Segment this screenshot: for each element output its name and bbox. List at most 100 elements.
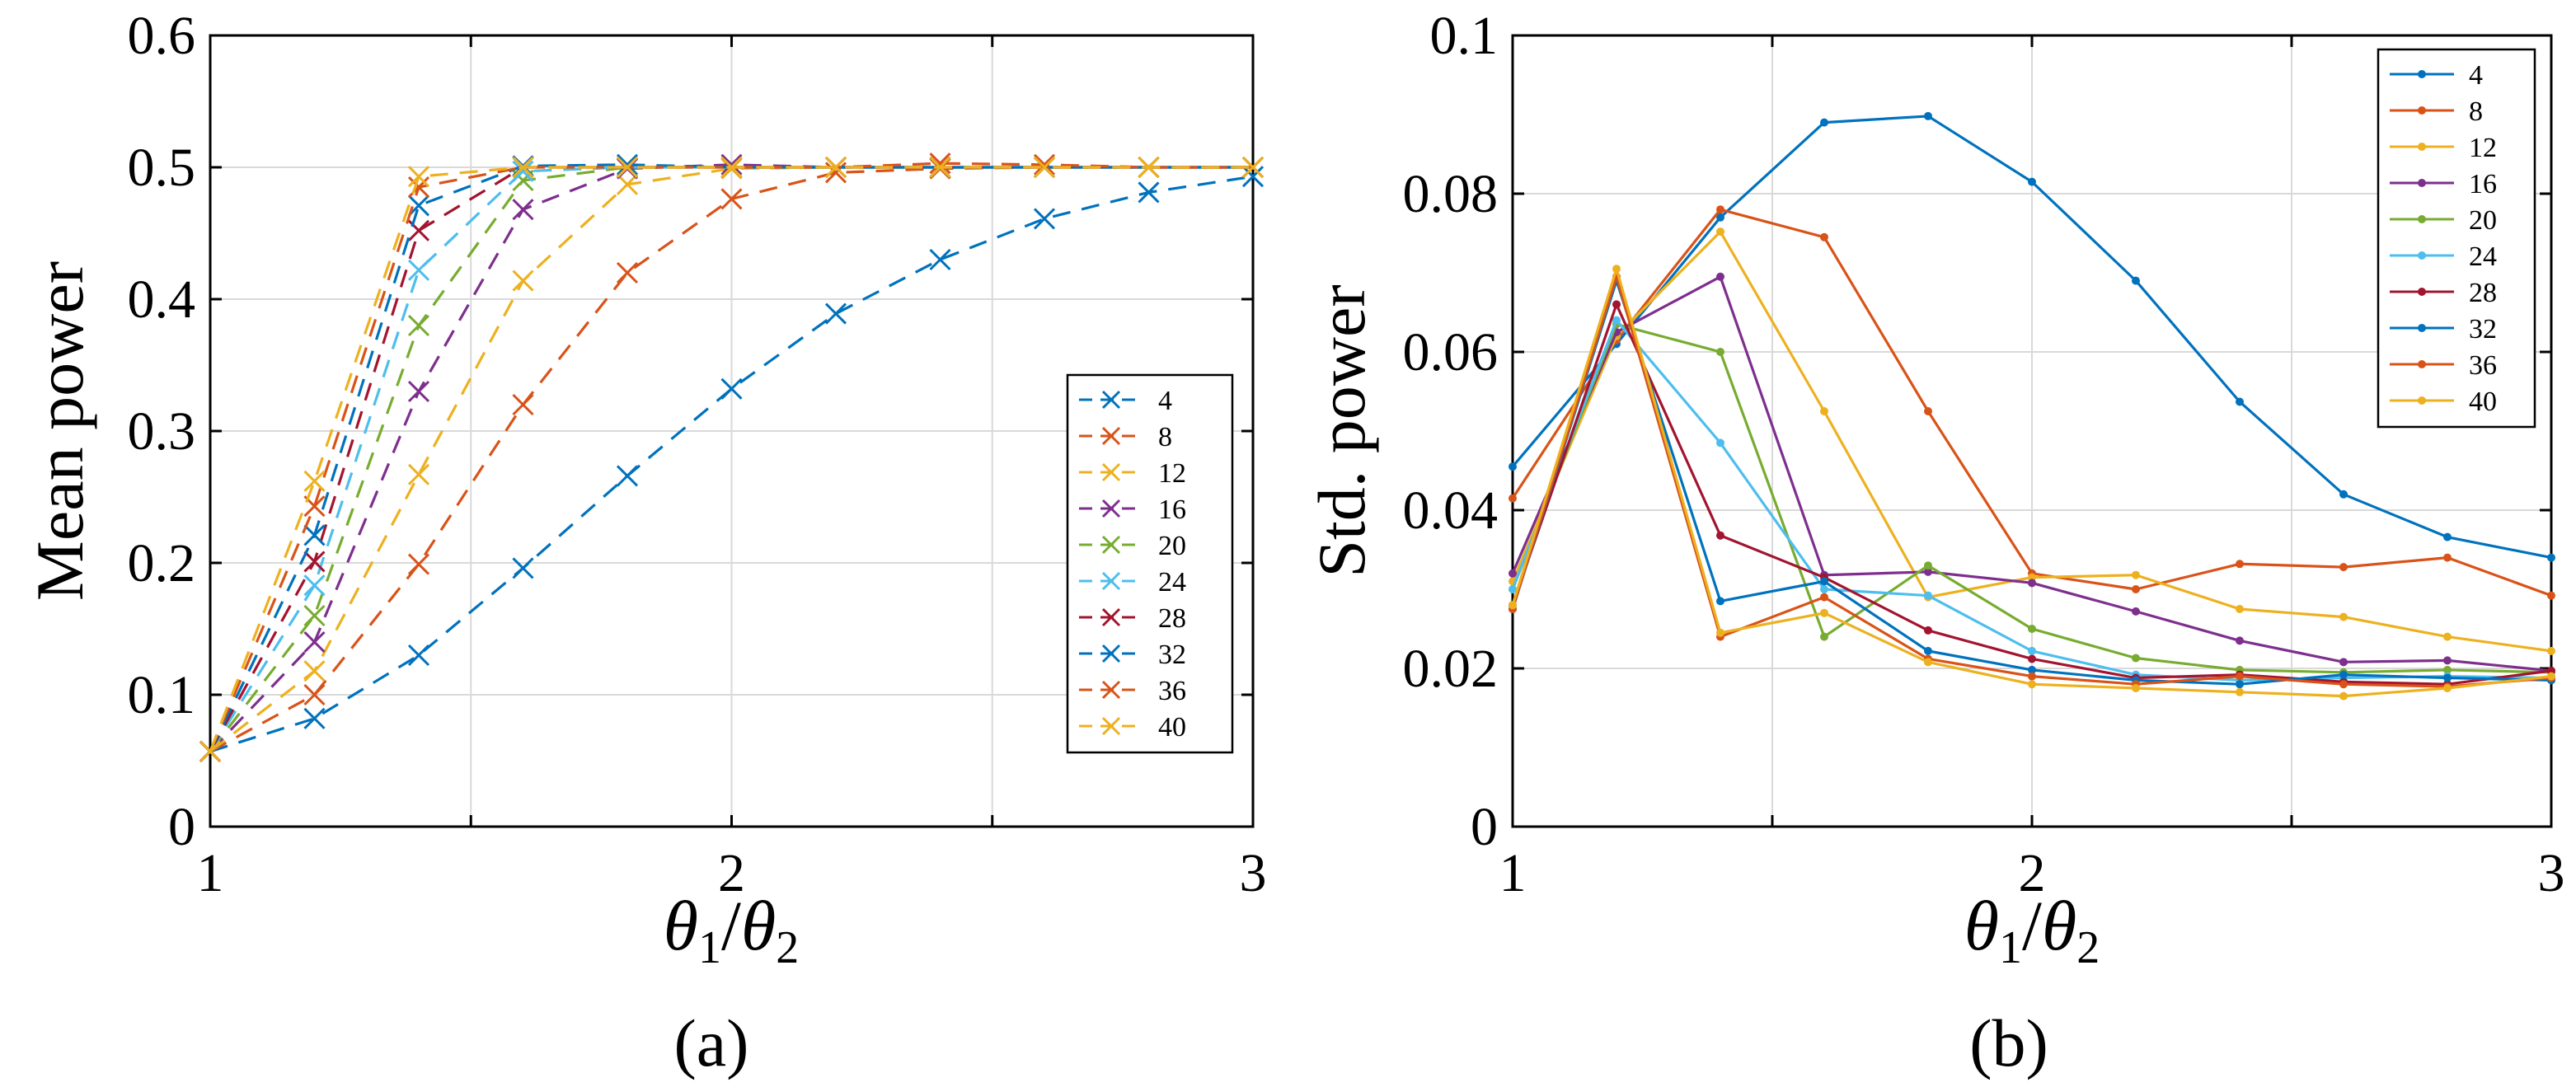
panel-b-xtick-label: 2	[2019, 843, 2046, 903]
panel-b-legend-entry: 8	[2390, 96, 2483, 127]
panel-b-data-point	[2339, 563, 2348, 572]
panel-b-legend: 4 8 12 16 20 24 28 32 36 40	[2377, 48, 2536, 429]
panel-b-data-point	[1612, 316, 1621, 325]
panel-b-data-point	[2236, 672, 2244, 681]
panel-b-data-point	[2132, 684, 2140, 692]
panel-b-data-point	[1820, 232, 1828, 241]
panel-a-legend-entry: 8	[1079, 422, 1172, 452]
panel-a-legend-marker	[1101, 499, 1121, 518]
panel-a-data-point	[407, 553, 430, 575]
panel-b-legend-marker	[2418, 215, 2426, 223]
panel-a-data-point	[407, 463, 430, 485]
panel-b-data-point	[2028, 654, 2036, 663]
panel-b-legend-entry: 4	[2390, 60, 2483, 91]
panel-b-data-point	[1509, 585, 1517, 593]
panel-a-data-point	[303, 707, 326, 729]
panel-b-data-point	[2132, 607, 2140, 616]
panel-a-data-point	[303, 574, 326, 597]
panel-b-data-point	[2443, 656, 2452, 665]
panel-a-data-point	[407, 194, 430, 217]
panel-a-data-point	[824, 302, 847, 325]
panel-b-legend-marker	[2418, 288, 2426, 296]
panel-b-legend-marker	[2418, 143, 2426, 151]
panel-b-legend-entry: 12	[2390, 133, 2497, 163]
panel-b-series	[1509, 111, 2555, 701]
panel-a-legend-label: 32	[1158, 640, 1186, 670]
panel-a-data-point	[512, 269, 534, 292]
panel-b-data-point	[2547, 553, 2555, 562]
panel-a-legend-label: 28	[1158, 603, 1186, 634]
panel-a-data-point	[512, 393, 534, 416]
panel-b-data-point	[1820, 608, 1828, 617]
panel-a-legend-label: 40	[1158, 712, 1186, 743]
panel-b-ytick-label: 0	[1471, 797, 1498, 857]
panel-a-legend-marker	[1101, 426, 1121, 446]
panel-a-data-point	[512, 199, 534, 221]
panel-a-legend-marker	[1101, 644, 1121, 663]
panel-b-data-point	[2028, 646, 2036, 655]
panel-b-legend-marker	[2418, 179, 2426, 187]
panel-b-data-point	[1716, 227, 1724, 237]
panel-a-legend-entry: 24	[1079, 567, 1186, 598]
panel-a-legend-marker	[1101, 571, 1121, 591]
panel-b-data-point	[1612, 300, 1621, 309]
panel-a-series-40	[199, 156, 1265, 762]
panel-b-data-point	[1509, 462, 1517, 471]
panel-a-data-point	[720, 377, 743, 400]
panel-a-data-point	[616, 156, 639, 179]
panel-a-data-point	[303, 660, 326, 682]
panel-a-data-point	[407, 380, 430, 403]
panel-a-mean-power: 1 2 300.10.20.30.40.50.6 48121620242832364…	[22, 6, 1267, 1080]
panel-b-data-point	[1509, 569, 1517, 578]
panel-a-legend-marker	[1101, 607, 1121, 627]
panel-b-data-point	[1716, 272, 1724, 281]
panel-b-data-point	[2339, 490, 2348, 499]
panel-b-data-point	[2443, 673, 2452, 682]
panel-a-legend-entry: 12	[1079, 458, 1186, 489]
panel-a-data-point	[720, 188, 743, 210]
panel-b-data-point	[1924, 626, 1932, 635]
panel-a-ytick-label: 0.3	[128, 401, 196, 462]
panel-b-legend-entry: 16	[2390, 169, 2497, 199]
panel-a-ylabel: Mean power	[22, 261, 97, 601]
panel-a-legend-marker	[1101, 680, 1121, 700]
panel-a-data-point	[929, 248, 951, 271]
panel-b-legend-marker	[2418, 360, 2426, 368]
panel-b-data-point	[2028, 177, 2036, 186]
panel-b-data-point	[1924, 111, 1932, 120]
panel-b-data-point	[2339, 612, 2348, 621]
panel-a-data-point	[616, 261, 639, 284]
panel-a-data-point	[407, 644, 430, 667]
panel-b-data-point	[1820, 632, 1828, 641]
panel-b-data-point	[2028, 579, 2036, 588]
panel-a-ytick-label: 0.1	[128, 665, 196, 725]
panel-a-legend-entry: 20	[1079, 531, 1186, 561]
panel-b-legend-entry: 32	[2390, 314, 2497, 344]
panel-b-series-4	[1509, 111, 2555, 562]
panel-a-legend-label: 16	[1158, 494, 1186, 525]
panel-b-xlabel: θ1/θ2	[1964, 886, 2100, 973]
panel-b-data-point	[1820, 407, 1828, 415]
panel-b-data-point	[2236, 397, 2244, 406]
panel-a-data-point	[1241, 156, 1265, 179]
panel-a-data-point	[720, 156, 743, 179]
panel-a-legend-entry: 16	[1079, 494, 1186, 525]
panel-a-legend-marker	[1101, 535, 1121, 555]
panel-a-data-point	[1138, 181, 1160, 204]
panel-b-data-point	[2236, 605, 2244, 613]
panel-b-legend-entry: 24	[2390, 241, 2497, 272]
panel-a-data-point	[616, 153, 639, 176]
panel-b-legend-label: 8	[2469, 96, 2483, 127]
panel-b-data-point	[2339, 670, 2348, 679]
panel-a-legend-label: 24	[1158, 567, 1186, 598]
panel-b-legend-label: 24	[2469, 241, 2497, 272]
panel-b-ytick-label: 0.02	[1403, 639, 1499, 699]
panel-b-legend-marker	[2418, 106, 2426, 115]
panel-a-data-point	[1033, 156, 1056, 179]
panel-b-data-point	[2236, 560, 2244, 569]
panel-b-data-point	[1924, 407, 1932, 415]
panel-b-data-point	[2443, 532, 2452, 541]
panel-b-data-point	[1509, 494, 1517, 503]
panel-b-legend-marker	[2418, 70, 2426, 78]
panel-b-std-power: 1 2 300.020.040.060.080.1 4812162024283236…	[1304, 6, 2565, 1080]
